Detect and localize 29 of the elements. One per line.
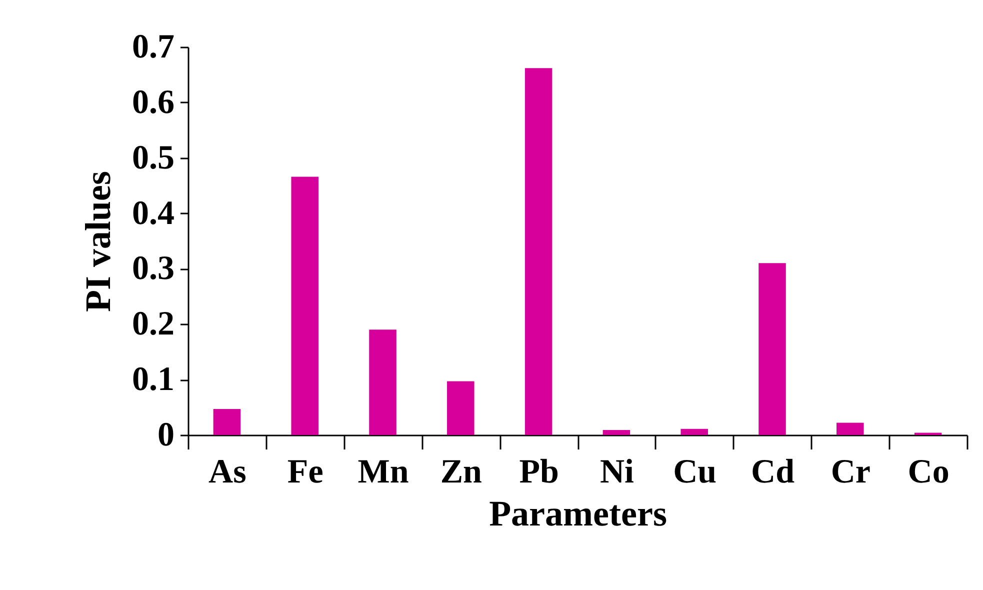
bar (602, 430, 630, 435)
bar (524, 68, 552, 435)
x-tick-label: As (208, 454, 246, 490)
x-tick-label: Fe (287, 454, 324, 490)
bar (447, 381, 474, 435)
x-tick-label: Mn (358, 454, 409, 490)
y-tick-label: 0.4 (132, 194, 174, 232)
x-tick-label: Pb (519, 454, 559, 490)
x-tick-label: Cr (830, 454, 870, 490)
bar (836, 422, 864, 435)
y-axis-title: PI values (78, 170, 118, 312)
y-tick-label: 0.6 (132, 84, 174, 121)
x-tick-label: Cu (673, 454, 717, 490)
y-tick-label: 0.7 (132, 28, 174, 66)
bar (213, 408, 241, 435)
x-tick-label: Co (908, 454, 950, 490)
y-tick-label: 0.2 (132, 306, 174, 343)
bar (680, 428, 708, 435)
y-tick-label: 0.5 (132, 139, 174, 176)
x-tick-label: Cd (751, 454, 795, 490)
bar (369, 330, 396, 435)
bar (291, 176, 318, 435)
bar (758, 263, 786, 435)
x-axis-title: Parameters (489, 494, 667, 534)
x-tick-label: Zn (440, 454, 482, 490)
y-tick-label: 0.1 (132, 361, 174, 398)
y-tick-label: 0.3 (132, 250, 174, 288)
y-tick-label: 0 (158, 416, 174, 454)
x-tick-label: Ni (600, 454, 634, 490)
